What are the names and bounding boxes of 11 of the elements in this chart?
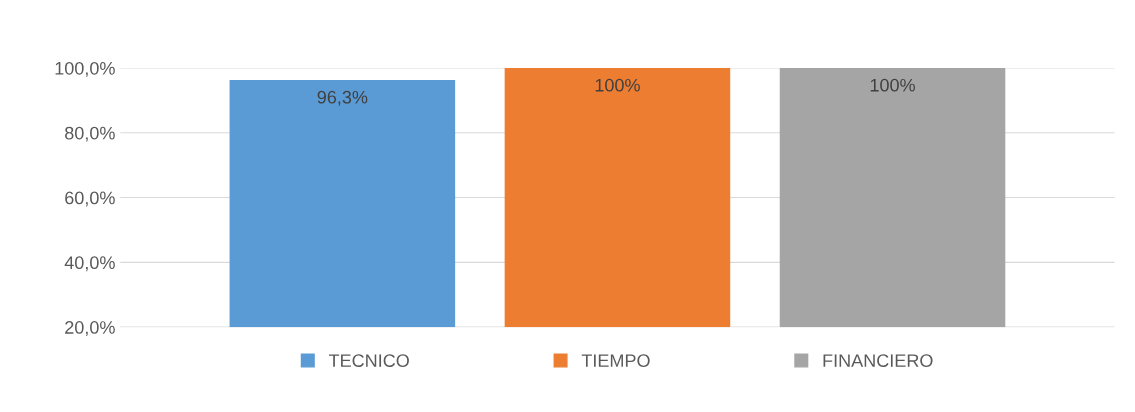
y-tick-label: 40,0% <box>64 256 115 272</box>
y-tick-label: 60,0% <box>65 191 115 207</box>
legend-label: TECNICO <box>328 354 409 368</box>
data-label: 100% <box>595 78 640 92</box>
y-tick-label: 100,0% <box>55 61 115 77</box>
data-label: 100% <box>870 78 915 92</box>
y-tick-label: 20,0% <box>65 321 115 336</box>
data-label: 96,3% <box>317 90 368 106</box>
legend-label: TIEMPO <box>581 354 650 368</box>
legend-label: FINANCIERO <box>823 354 933 368</box>
y-tick-label: 80,0% <box>65 126 115 142</box>
